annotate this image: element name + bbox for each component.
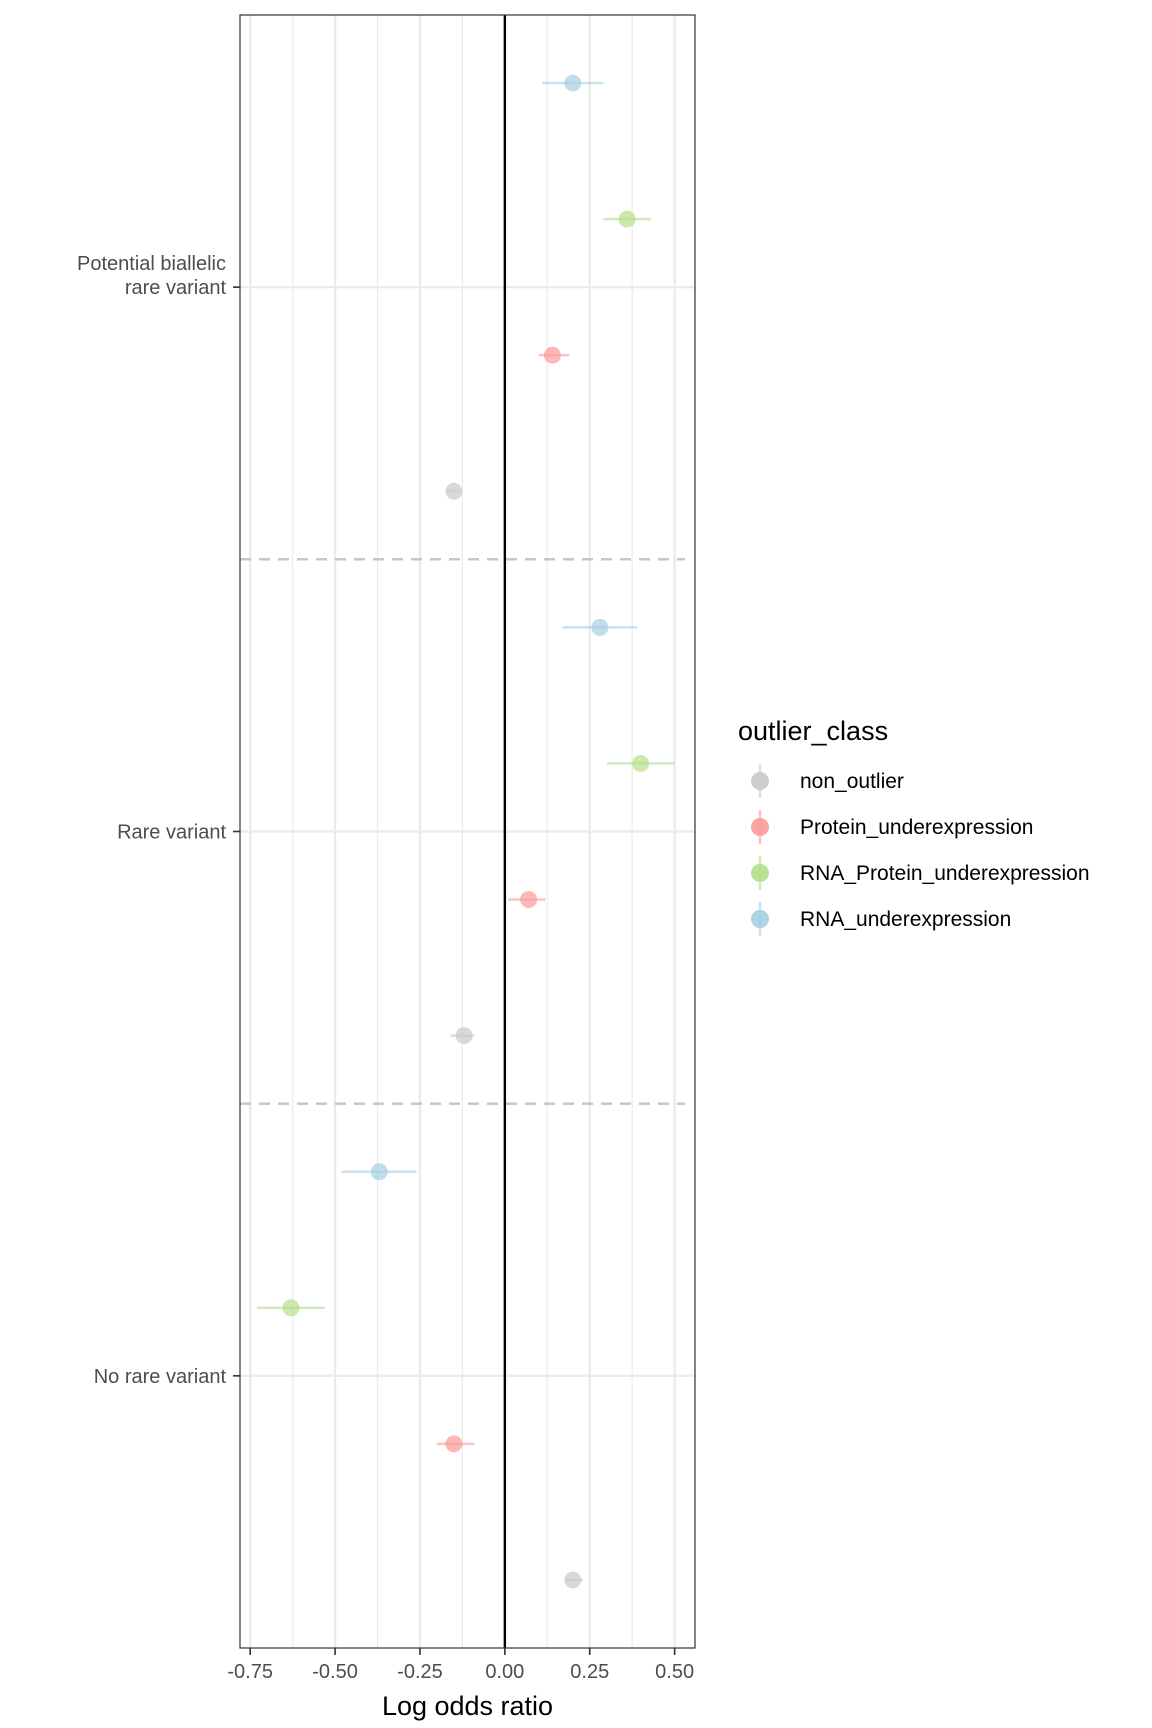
data-point [632,754,650,772]
legend-entry: RNA_Protein_underexpression [751,856,1090,890]
legend-label: RNA_Protein_underexpression [800,862,1090,885]
data-point [445,1435,463,1453]
legend-key-point [751,864,769,882]
legend: outlier_class non_outlier Protein_underexp… [738,716,1090,936]
legend-key-point [751,772,769,790]
y-tick-label: rare variant [125,277,227,299]
x-tick-label: -0.25 [397,1661,443,1683]
legend-label: RNA_underexpression [800,908,1011,931]
series-non-outlier [445,482,583,1589]
x-tick-label: -0.75 [227,1661,273,1683]
legend-entry: Protein_underexpression [751,810,1033,844]
data-point [564,1571,582,1589]
data-point [282,1299,300,1317]
y-tick-label: Rare variant [117,822,226,844]
data-point [455,1027,473,1045]
x-axis: -0.75 -0.50 -0.25 0.00 0.25 0.50 Log odds rati… [227,1648,694,1721]
legend-key-point [751,818,769,836]
x-tick-label: 0.50 [655,1661,694,1683]
legend-entry: RNA_underexpression [751,902,1011,936]
data-point [564,74,582,92]
legend-title: outlier_class [738,716,888,746]
y-tick-label: No rare variant [94,1366,227,1388]
y-tick-label: Potential biallelic [77,253,226,275]
series-protein-underexpression [436,346,570,1453]
x-axis-title: Log odds ratio [382,1691,553,1721]
series-rna-protein-underexpression [256,210,675,1317]
series-rna-underexpression [341,74,638,1181]
x-tick-label: -0.50 [312,1661,358,1683]
data-point [520,891,538,909]
x-tick-label: 0.25 [570,1661,609,1683]
data-point [543,346,561,364]
grid-lines [240,15,695,1648]
x-tick-label: 0.00 [485,1661,524,1683]
legend-label: non_outlier [800,770,904,793]
data-point [445,482,463,500]
data-points [256,74,675,1589]
data-point [591,618,609,636]
legend-label: Protein_underexpression [800,816,1033,839]
legend-entry: non_outlier [751,764,904,798]
data-point [618,210,636,228]
data-point [370,1163,388,1181]
legend-key-point [751,910,769,928]
